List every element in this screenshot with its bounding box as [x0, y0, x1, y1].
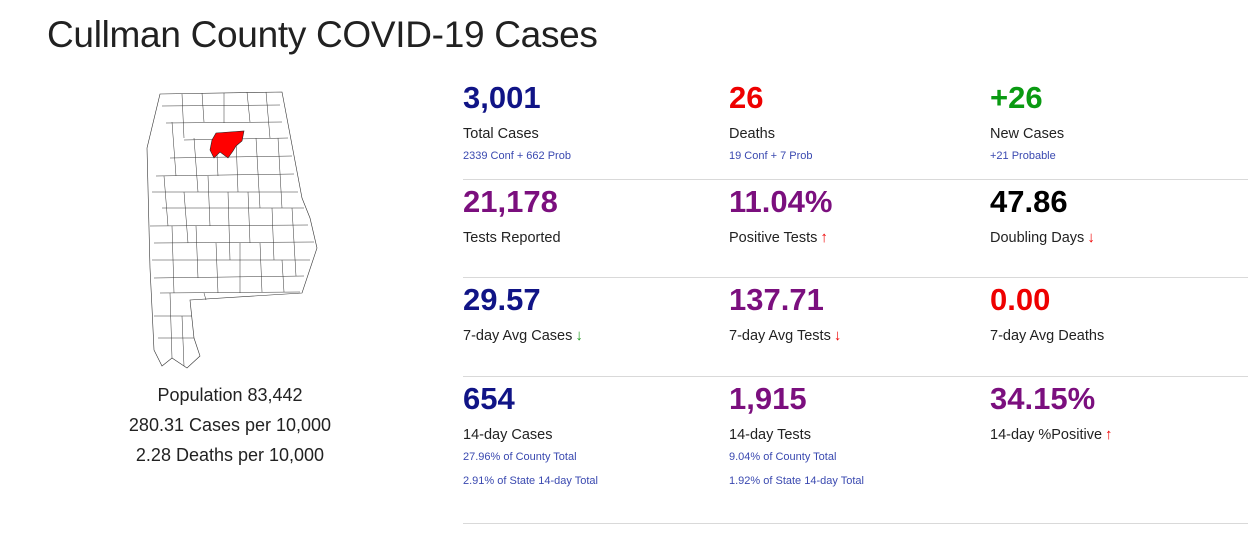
stat-label: Tests Reported — [463, 230, 561, 246]
stat-7day-avg-deaths: 0.00 7-day Avg Deaths — [990, 278, 1104, 345]
stat-label: Deaths — [729, 126, 775, 142]
arrow-down-icon: ↓ — [833, 327, 842, 344]
stat-sub: 2.91% of State 14-day Total — [463, 475, 598, 487]
stat-value: 21,178 — [463, 184, 558, 219]
stat-14day-positive: 34.15% 14-day %Positive ↑ — [990, 377, 1113, 444]
stat-label: 7-day Avg Cases ↓ — [463, 327, 583, 344]
stat-sub: 19 Conf + 7 Prob — [729, 150, 813, 162]
stat-value: 34.15% — [990, 381, 1096, 416]
deaths-per-10k: 2.28 Deaths per 10,000 — [135, 445, 325, 465]
stat-14day-tests: 1,915 14-day Tests 9.04% of County Total… — [729, 377, 864, 488]
stat-label: 14-day %Positive ↑ — [990, 426, 1113, 443]
stat-doubling-days: 47.86 Doubling Days ↓ — [990, 180, 1095, 247]
stat-value: 654 — [463, 381, 515, 416]
stat-sub: 27.96% of County Total — [463, 451, 577, 463]
stat-sub: 1.92% of State 14-day Total — [729, 475, 864, 487]
population-summary: Population 83,442 280.31 Cases per 10,00… — [80, 380, 380, 470]
stats-row: 3,001 Total Cases 2339 Conf + 662 Prob 2… — [463, 80, 1248, 180]
stat-14day-cases: 654 14-day Cases 27.96% of County Total … — [463, 377, 598, 488]
stat-sub: +21 Probable — [990, 150, 1056, 162]
stats-grid: 3,001 Total Cases 2339 Conf + 662 Prob 2… — [463, 80, 1248, 524]
stat-sub: 2339 Conf + 662 Prob — [463, 150, 571, 162]
stat-value: 29.57 — [463, 282, 541, 317]
arrow-down-icon: ↓ — [1087, 229, 1095, 246]
state-outline — [146, 91, 318, 369]
stat-new-cases: +26 New Cases +21 Probable — [990, 80, 1064, 163]
arrow-down-icon: ↓ — [575, 327, 583, 344]
page-title: Cullman County COVID-19 Cases — [47, 14, 598, 55]
stat-value: +26 — [990, 80, 1043, 115]
stat-total-cases: 3,001 Total Cases 2339 Conf + 662 Prob — [463, 80, 571, 163]
stat-label: Positive Tests ↑ — [729, 229, 828, 246]
stat-value: 3,001 — [463, 80, 541, 115]
stat-value: 1,915 — [729, 381, 807, 416]
stat-label: 14-day Cases — [463, 427, 553, 443]
arrow-up-icon: ↑ — [1105, 426, 1113, 443]
stat-value: 137.71 — [729, 282, 824, 317]
stat-label: Doubling Days ↓ — [990, 229, 1095, 246]
arrow-up-icon: ↑ — [820, 229, 828, 246]
stat-label: 14-day Tests — [729, 427, 811, 443]
stat-7day-avg-tests: 137.71 7-day Avg Tests ↓ — [729, 278, 841, 345]
alabama-county-map — [146, 91, 318, 369]
stat-value: 47.86 — [990, 184, 1068, 219]
stat-sub: 9.04% of County Total — [729, 451, 837, 463]
stat-label: New Cases — [990, 126, 1065, 142]
stat-positive-tests: 11.04% Positive Tests ↑ — [729, 180, 832, 247]
stat-tests-reported: 21,178 Tests Reported — [463, 180, 561, 247]
stats-row: 29.57 7-day Avg Cases ↓ 137.71 7-day Avg … — [463, 278, 1248, 377]
stat-7day-avg-cases: 29.57 7-day Avg Cases ↓ — [463, 278, 583, 345]
stat-value: 0.00 — [990, 282, 1051, 317]
stats-row: 654 14-day Cases 27.96% of County Total … — [463, 377, 1248, 524]
cases-per-10k: 280.31 Cases per 10,000 — [128, 415, 332, 435]
stat-deaths: 26 Deaths 19 Conf + 7 Prob — [729, 80, 812, 163]
stat-label: 7-day Avg Deaths — [990, 328, 1105, 344]
stat-label: 7-day Avg Tests ↓ — [729, 327, 842, 344]
stat-value: 11.04% — [729, 184, 833, 219]
population-text: Population 83,442 — [157, 385, 303, 405]
stat-label: Total Cases — [463, 126, 539, 142]
stat-value: 26 — [729, 80, 764, 115]
cullman-county-highlight — [209, 130, 245, 159]
stats-row: 21,178 Tests Reported 11.04% Positive Te… — [463, 180, 1248, 278]
